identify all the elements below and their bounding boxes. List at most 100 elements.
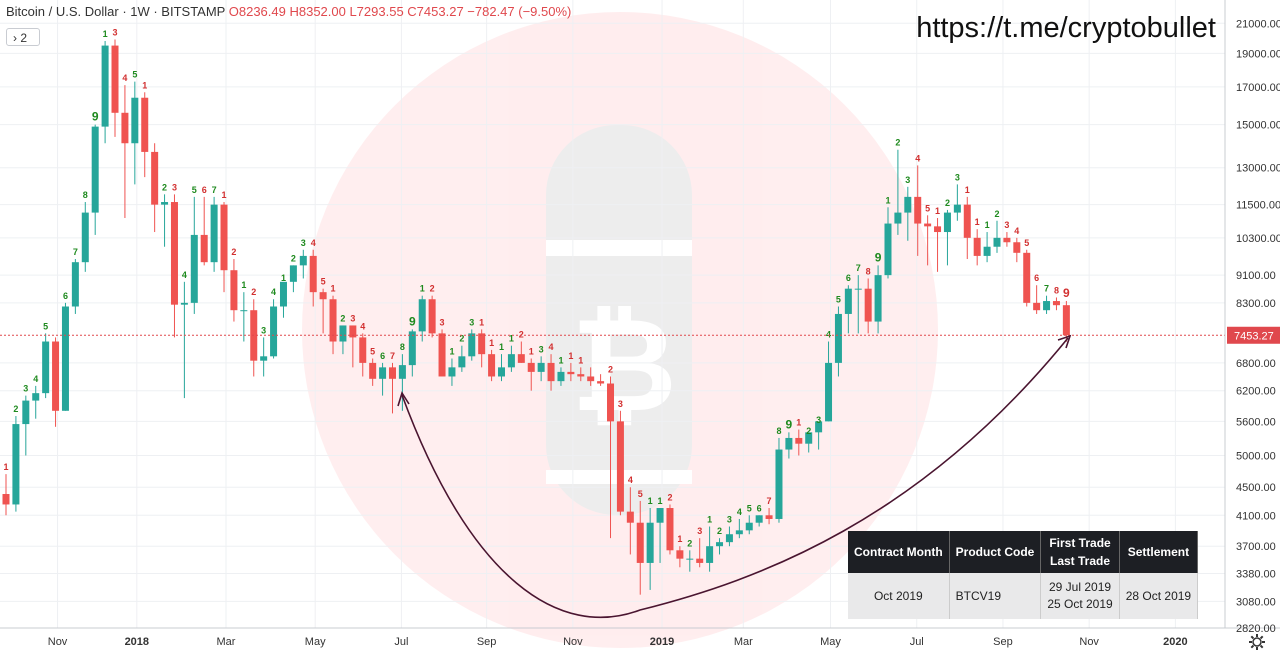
count-label: 9 [92,110,99,124]
count-label: 4 [1014,226,1019,236]
candle-body [904,196,912,213]
count-label: 5 [1024,238,1029,248]
candle-body [2,494,10,505]
candle-body [676,550,684,559]
count-label: 1 [281,273,286,283]
col-first-last-trade: First Trade Last Trade [1040,531,1120,573]
count-label: 5 [321,277,326,287]
candle-body [161,202,169,205]
count-label: 2 [430,284,435,294]
time-tick: Mar [217,636,236,648]
time-tick: Jul [910,636,924,648]
count-label: 4 [826,330,831,340]
arc-arrowhead-right [1057,334,1072,349]
count-label: 2 [717,526,722,536]
gear-icon[interactable] [1247,632,1267,652]
count-label: 6 [63,291,68,301]
candle-body [141,97,149,152]
candle-body [953,204,961,213]
candle-body [1013,242,1021,253]
count-label: 3 [350,313,355,323]
count-label: 9 [875,250,882,264]
candle-body [498,367,505,377]
count-label: 2 [994,209,999,219]
telegram-link: https://t.me/cryptobullet [916,12,1216,44]
price-tick: 19000.00 [1236,48,1280,60]
count-label: 1 [222,190,227,200]
candle-body [448,367,456,377]
symbol-title[interactable]: Bitcoin / U.S. Dollar · 1W · BITSTAMP [6,4,226,19]
candle-body [111,45,119,113]
candle-body [131,97,139,144]
candle-body [656,508,664,523]
candle-body [597,381,605,384]
candle-body [299,255,307,266]
candle-body [61,306,69,411]
svg-text:₿: ₿ [571,292,677,438]
candle-body [22,400,30,425]
count-label: 3 [440,317,445,327]
candle-body [686,558,694,560]
candle-body [716,542,724,547]
candle-body [973,237,981,256]
symbol-header: Bitcoin / U.S. Dollar · 1W · BITSTAMP O8… [6,4,571,19]
candle-body [1023,252,1031,303]
candle-body [646,522,654,563]
candle-body [527,362,535,372]
candle-body [379,367,387,379]
count-label: 5 [43,321,48,331]
count-label: 2 [667,492,672,502]
candle-body [507,354,515,368]
candle-body [458,356,466,368]
count-label: 4 [182,270,187,280]
candle-body [696,558,704,563]
candle-body [180,302,188,305]
count-label: 1 [985,220,990,230]
price-tick: 3380.00 [1236,568,1276,580]
count-label: 1 [578,355,583,365]
count-label: 9 [786,417,793,431]
candle-body [725,534,733,543]
candle-body [765,515,773,519]
count-label: 2 [519,330,524,340]
candle-body [319,292,327,300]
price-tick: 6200.00 [1236,386,1276,398]
price-tick: 6800.00 [1236,358,1276,370]
candle-body [557,371,565,382]
count-label: 7 [856,263,861,273]
count-label: 4 [360,321,365,331]
candle-body [428,299,436,334]
price-tick: 21000.00 [1236,18,1280,30]
count-label: 2 [231,247,236,257]
time-tick: Mar [734,636,753,648]
time-tick: Sep [477,636,497,648]
candle-body [418,299,426,332]
price-tick: 3080.00 [1236,596,1276,608]
candle-body [755,515,763,523]
candle-body [735,530,743,535]
count-label: 4 [915,153,920,163]
price-tick: 4100.00 [1236,510,1276,522]
candle-body [1043,301,1051,311]
candle-body [81,212,89,263]
candle-body [844,288,852,314]
count-label: 1 [975,217,980,227]
candle-body [190,234,198,303]
count-label: 4 [628,475,633,485]
count-label: 1 [885,195,890,205]
count-label: 7 [390,351,395,361]
candle-body [210,204,218,263]
first-trade-date: 29 Jul 2019 [1048,580,1112,594]
candle-body [517,354,525,363]
time-tick: Nov [1079,636,1099,648]
count-label: 4 [122,73,127,83]
candle-body [52,341,60,411]
candle-body [983,246,991,256]
count-label: 6 [380,351,385,361]
candle-body [339,325,347,342]
count-label: 5 [836,295,841,305]
candles [2,39,1070,595]
indicators-toggle[interactable]: › 2 [6,28,40,46]
candle-body [438,333,446,377]
candle-body [993,237,1001,247]
